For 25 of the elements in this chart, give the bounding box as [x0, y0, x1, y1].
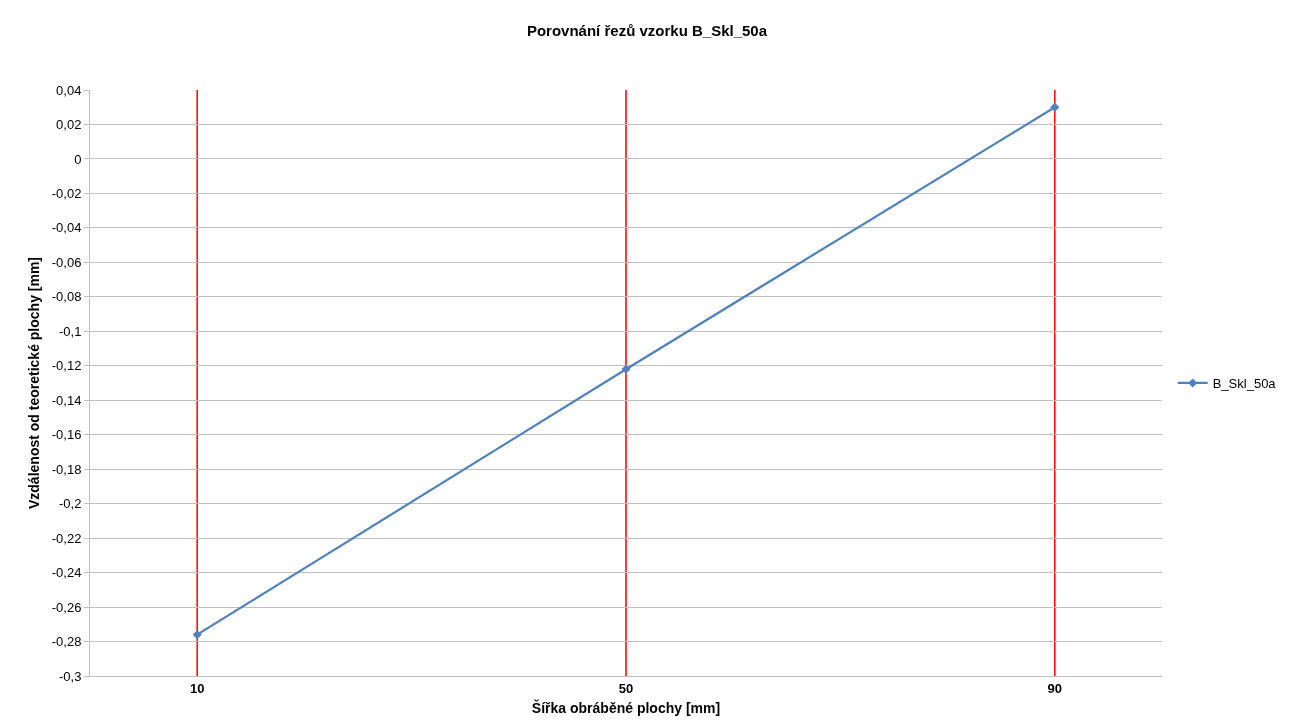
y-tick-label: 0,02	[56, 117, 82, 133]
y-tick-label: -0,02	[51, 185, 82, 201]
x-tick-label: 50	[618, 680, 634, 696]
y-tick-label: -0,1	[58, 323, 82, 339]
y-tick-label: 0	[74, 151, 82, 167]
y-tick-label: -0,28	[51, 634, 82, 650]
y-tick-label: -0,24	[51, 565, 82, 581]
y-tick-label: -0,06	[51, 254, 82, 270]
y-tick-label: -0,2	[58, 496, 82, 512]
y-tick-label: -0,22	[51, 530, 82, 546]
y-tick-label: -0,18	[51, 461, 82, 477]
x-axis-title: Šířka obráběné plochy [mm]	[531, 698, 721, 716]
x-tick-label: 10	[189, 680, 205, 696]
y-tick-label: -0,12	[51, 358, 82, 374]
chart-title: Porovnání řezů vzorku B_Skl_50a	[526, 21, 768, 39]
y-axis-title: Vzdálenost od teoretické plochy [mm]	[26, 256, 43, 510]
legend-label: B_Skl_50a	[1212, 376, 1277, 392]
y-tick-label: -0,16	[51, 427, 82, 443]
y-tick-label: -0,3	[58, 668, 82, 684]
y-tick-label: -0,08	[51, 289, 82, 305]
x-tick-label: 90	[1047, 680, 1063, 696]
y-tick-label: -0,04	[51, 220, 82, 236]
y-tick-label: -0,14	[51, 392, 82, 408]
y-tick-label: -0,26	[51, 599, 82, 615]
y-tick-label: 0,04	[56, 82, 82, 98]
